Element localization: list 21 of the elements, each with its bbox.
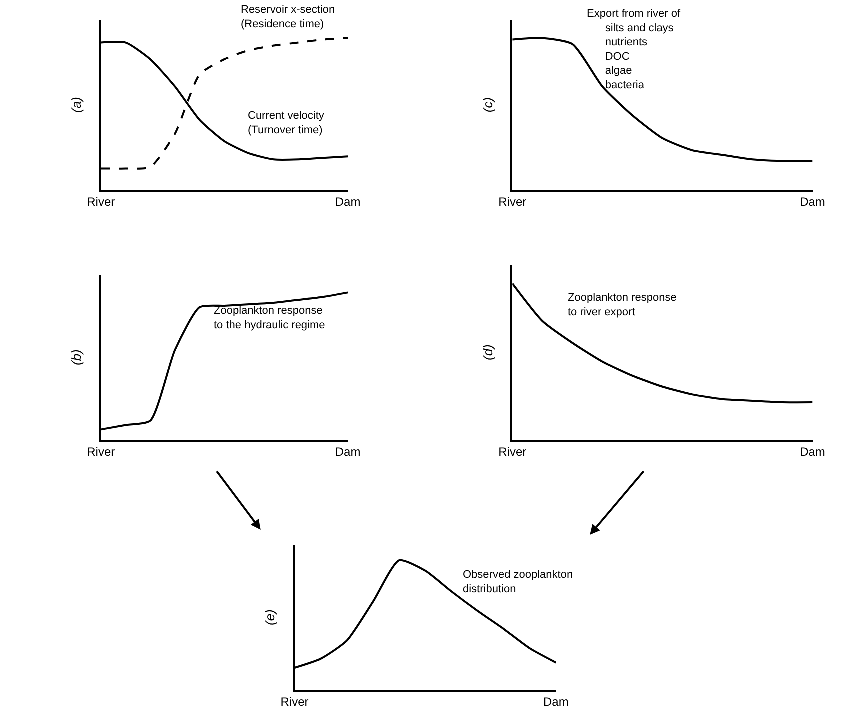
x-tick-label: River <box>498 445 527 460</box>
annotation: Export from river of silts and clays nutrients DOC algae bacteria <box>587 8 682 92</box>
y-axis-title: (e) <box>262 610 278 626</box>
x-tick-label: Dam <box>800 445 826 460</box>
text: Reservoir x-section (Residence time) <box>241 4 336 30</box>
y-axis-title: (d) <box>480 344 496 360</box>
y-axis-title: (a) <box>68 97 84 113</box>
y-axis-title: (b) <box>68 350 84 366</box>
annotation: Zooplankton response to the hydraulic regime <box>214 305 326 332</box>
x-tick-label: River <box>87 195 116 210</box>
annotation: Observed zooplankton distribution <box>463 569 574 596</box>
x-tick-label: Dam <box>335 195 361 210</box>
x-tick-label: River <box>498 195 527 210</box>
x-tick-label: Dam <box>335 445 361 460</box>
annotation: Zooplankton response to river export <box>568 292 677 318</box>
x-tick-label: Dam <box>544 695 569 710</box>
y-axis-title: (c) <box>480 97 496 113</box>
x-tick-label: River <box>87 445 116 460</box>
annotation: Current velocity (Turnover time) <box>248 110 325 136</box>
x-tick-label: Dam <box>800 195 826 210</box>
x-tick-label: River <box>280 695 309 710</box>
